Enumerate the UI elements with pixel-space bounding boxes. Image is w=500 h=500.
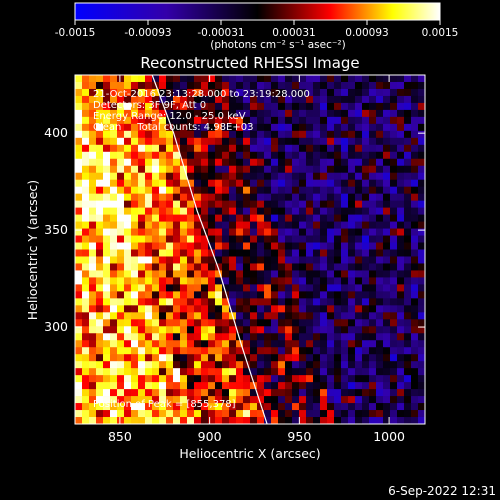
y-tick-label: 400 [44,125,68,140]
annotation-time-range: 21-Oct-2016 23:13:28.000 to 23:19:28.000 [93,89,310,100]
annotation-block: 21-Oct-2016 23:13:28.000 to 23:19:28.000… [93,89,310,133]
y-axis: 300 350 400 [44,125,425,334]
x-axis: 850 900 950 1000 [108,75,405,444]
colorbar-ticks: -0.0015 -0.00093 -0.00031 0.00031 0.00093 0.0… [55,20,459,39]
heatmap-area [75,75,425,424]
footer-timestamp: 6-Sep-2022 12:31 [388,484,496,498]
y-axis-label: Heliocentric Y (arcsec) [25,180,40,320]
solar-limb-line [151,75,268,424]
colorbar-gradient [75,3,440,20]
x-tick-label: 900 [198,429,222,444]
colorbar-tick-label: 0.00093 [345,27,388,39]
chart-title: Reconstructed RHESSI Image [140,54,359,72]
colorbar-tick-label: 0.0015 [422,27,459,39]
y-tick-label: 350 [44,222,68,237]
peak-position-label: Position of Peak = [855,378] [93,399,236,410]
colorbar-tick-label: -0.0015 [55,27,96,39]
colorbar-tick-label: -0.00093 [124,27,171,39]
y-tick-label: 300 [44,319,68,334]
annotation-energy-range: Energy Range: 12.0 - 25.0 keV [93,111,246,122]
colorbar-tick-label: -0.00031 [197,27,244,39]
x-tick-label: 850 [108,429,132,444]
plot-frame [74,74,426,425]
x-tick-label: 950 [287,429,311,444]
colorbar-tick-label: 0.00031 [272,27,315,39]
annotation-total-counts: Clean Total counts: 4.98E+03 [93,122,253,133]
x-axis-label: Heliocentric X (arcsec) [179,446,320,461]
colorbar: -0.0015 -0.00093 -0.00031 0.00031 0.00093 0.0… [55,2,459,51]
x-tick-label: 1000 [373,429,405,444]
colorbar-frame [74,2,441,21]
annotation-detectors: Detectors: 3F 9F, Att 0 [93,100,206,111]
colorbar-unit-label: (photons cm⁻² s⁻¹ asec⁻²) [210,39,345,51]
